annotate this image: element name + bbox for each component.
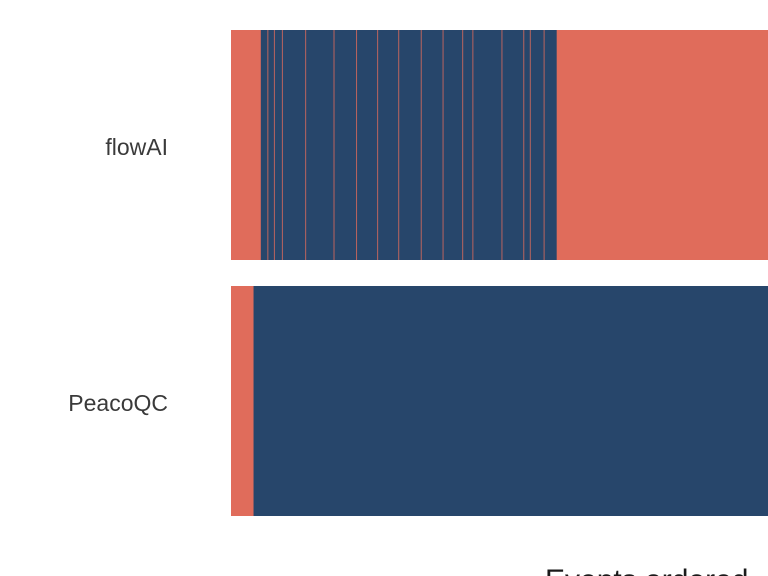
flowai-removed-event-6	[377, 30, 379, 260]
flowai-removed-event-5	[356, 30, 358, 260]
bars-layer	[231, 30, 768, 516]
row-labels: flowAI PeacoQC	[68, 134, 168, 416]
flowai-removed-event-11	[472, 30, 474, 260]
flowai-removed-event-7	[398, 30, 400, 260]
x-axis-title: Events ordered	[545, 564, 748, 576]
flowai-removed-event-0	[267, 30, 269, 260]
flowai-segment-kept-1	[260, 30, 558, 260]
flowai-removed-event-2	[281, 30, 283, 260]
flowai-removed-event-13	[523, 30, 525, 260]
flowai-removed-event-12	[501, 30, 503, 260]
flowai-removed-event-14	[529, 30, 531, 260]
flowai-removed-event-10	[462, 30, 464, 260]
flowai-segment-removed-2	[556, 30, 768, 260]
peacoqc-segment-kept-1	[253, 286, 768, 516]
row-label-flowai: flowAI	[105, 134, 168, 160]
row-label-peacoqc: PeacoQC	[68, 390, 168, 416]
flowai-removed-event-9	[442, 30, 444, 260]
flowai-removed-event-8	[420, 30, 422, 260]
flowai-removed-event-4	[333, 30, 335, 260]
flowai-removed-event-15	[543, 30, 545, 260]
peacoqc-segment-removed-0	[231, 286, 255, 516]
flowai-removed-event-1	[273, 30, 275, 260]
flowai-segment-removed-0	[231, 30, 262, 260]
flowai-removed-event-3	[305, 30, 307, 260]
